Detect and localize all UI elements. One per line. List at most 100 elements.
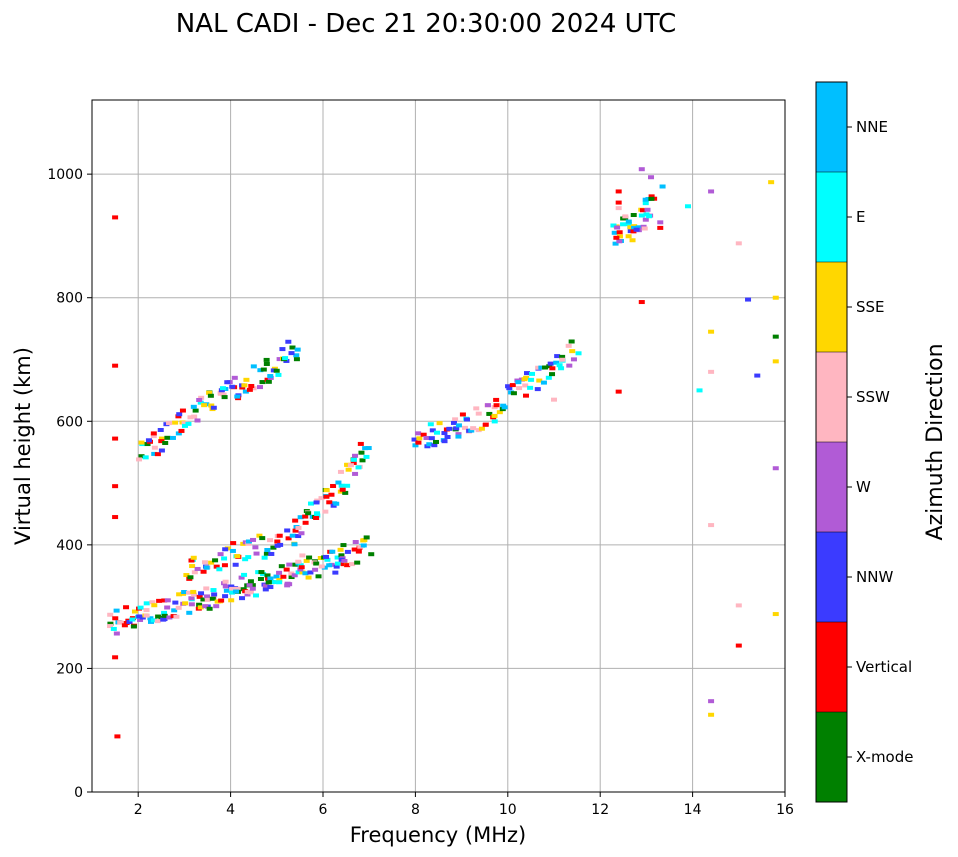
x-tick-label: 12 (591, 802, 609, 818)
echo-point (708, 712, 715, 717)
echo-point (295, 525, 302, 530)
echo-point (426, 442, 433, 447)
echo-point (506, 386, 513, 391)
echo-point (107, 612, 114, 617)
echo-point (303, 558, 310, 563)
echo-point (615, 189, 622, 194)
echo-point (427, 422, 434, 427)
echo-point (452, 417, 459, 422)
echo-point (486, 411, 493, 416)
echo-point (145, 438, 152, 443)
echo-point (171, 608, 178, 613)
echo-point (209, 596, 216, 601)
echo-point (164, 435, 171, 440)
echo-point (523, 393, 530, 398)
echo-point (158, 439, 165, 444)
echo-point (538, 365, 545, 370)
echo-point (228, 598, 235, 603)
echo-point (179, 408, 186, 413)
echo-point (616, 230, 623, 235)
colorbar-segment (816, 442, 847, 532)
echo-point (509, 383, 516, 388)
echo-point (461, 425, 468, 430)
y-axis-label: Virtual height (km) (11, 347, 35, 545)
echo-point (615, 206, 622, 211)
echo-point (112, 655, 119, 660)
echo-point (202, 560, 209, 565)
echo-point (433, 439, 440, 444)
echo-point (294, 347, 301, 352)
echo-point (194, 418, 201, 423)
echo-point (323, 554, 330, 559)
echo-point (250, 386, 257, 391)
echo-point (143, 608, 150, 613)
echo-point (638, 300, 645, 305)
echo-point (241, 383, 248, 388)
echo-point (219, 386, 226, 391)
echo-point (185, 421, 192, 426)
echo-point (253, 551, 260, 556)
echo-point (334, 561, 341, 566)
echo-point (335, 480, 342, 485)
echo-point (620, 222, 627, 227)
echo-point (112, 363, 119, 368)
echo-point (166, 421, 173, 426)
echo-point (708, 189, 715, 194)
echo-point (136, 614, 143, 619)
echo-point (362, 446, 369, 451)
echo-point (176, 592, 183, 597)
echo-point (222, 547, 229, 552)
echo-point (107, 624, 114, 629)
colorbar-title: Azimuth Direction (923, 343, 948, 540)
echo-point (210, 588, 217, 593)
echo-point (138, 454, 145, 459)
echo-point (276, 578, 283, 583)
echo-point (164, 598, 171, 603)
echo-point (203, 565, 210, 570)
echo-point (493, 397, 500, 402)
echo-point (255, 570, 262, 575)
echo-point (368, 552, 375, 557)
echo-point (201, 403, 208, 408)
echo-point (614, 225, 621, 230)
echo-point (464, 417, 471, 422)
echo-point (289, 533, 296, 538)
echo-point (363, 454, 370, 459)
echo-point (187, 415, 194, 420)
echo-point (345, 467, 352, 472)
echo-point (314, 513, 321, 518)
echo-point (112, 616, 119, 621)
echo-point (259, 536, 266, 541)
echo-point (275, 372, 282, 377)
echo-point (516, 386, 523, 391)
echo-point (258, 570, 265, 575)
echo-point (446, 426, 453, 431)
y-tick-label: 200 (56, 661, 83, 677)
echo-point (228, 590, 235, 595)
echo-point (188, 558, 195, 563)
echo-point (323, 494, 330, 499)
echo-point (482, 422, 489, 427)
echo-point (459, 412, 466, 417)
echo-point (154, 619, 161, 624)
echo-point (318, 564, 325, 569)
echo-point (363, 535, 370, 540)
echo-point (189, 564, 196, 569)
echo-point (540, 380, 547, 385)
echo-point (329, 549, 336, 554)
echo-point (260, 367, 267, 372)
echo-point (247, 579, 254, 584)
echo-point (549, 372, 556, 377)
echo-point (239, 385, 246, 390)
plot-area: 2 4 6 8 10 12 14 16 0 200 400 600 800 1000 (47, 99, 794, 818)
echo-point (245, 555, 252, 560)
echo-point (630, 213, 637, 218)
echo-point (250, 364, 257, 369)
echo-point (627, 225, 634, 230)
echo-point (569, 349, 576, 354)
echo-point (150, 434, 157, 439)
echo-point (344, 549, 351, 554)
colorbar-segment (816, 622, 847, 712)
echo-point (334, 555, 341, 560)
echo-point (554, 354, 561, 359)
